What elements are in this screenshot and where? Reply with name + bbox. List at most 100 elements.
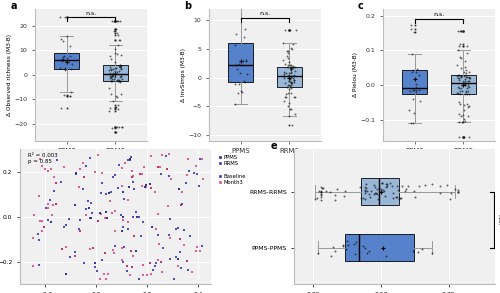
Point bbox=[407, 26, 415, 31]
Point bbox=[116, 65, 124, 70]
Point bbox=[120, 214, 128, 219]
Point bbox=[456, 56, 464, 61]
Point bbox=[79, 187, 87, 191]
Point bbox=[82, 164, 90, 169]
Point bbox=[281, 61, 289, 66]
Point bbox=[112, 66, 120, 71]
Point bbox=[151, 190, 159, 194]
Point bbox=[108, 19, 116, 23]
Point bbox=[462, 90, 470, 95]
Point bbox=[76, 218, 84, 223]
Point bbox=[154, 211, 162, 216]
Point bbox=[60, 67, 68, 72]
Point bbox=[289, 75, 297, 80]
Point bbox=[149, 268, 157, 272]
Point bbox=[494, 182, 500, 187]
Point bbox=[242, 59, 250, 64]
Point bbox=[362, 186, 370, 191]
Point bbox=[342, 239, 350, 243]
Point bbox=[286, 141, 294, 146]
Point bbox=[456, 92, 464, 97]
Point bbox=[120, 244, 128, 249]
Point bbox=[147, 272, 155, 276]
Point bbox=[285, 28, 293, 33]
Point bbox=[34, 263, 42, 268]
Point bbox=[80, 160, 88, 165]
Point bbox=[458, 79, 466, 84]
Point bbox=[421, 183, 429, 188]
Point bbox=[192, 249, 200, 253]
Point bbox=[112, 31, 120, 36]
Point bbox=[428, 182, 436, 187]
Point bbox=[127, 249, 135, 253]
Point bbox=[38, 219, 46, 224]
Point bbox=[382, 254, 390, 259]
Point bbox=[108, 68, 116, 72]
Point bbox=[285, 71, 293, 75]
Point bbox=[454, 47, 462, 52]
Point bbox=[416, 184, 424, 188]
Point bbox=[75, 185, 83, 190]
Point bbox=[412, 85, 420, 90]
Point bbox=[287, 75, 295, 79]
Point bbox=[105, 109, 113, 114]
Point bbox=[356, 195, 364, 200]
Point bbox=[288, 123, 296, 128]
Point bbox=[319, 186, 327, 191]
Point bbox=[362, 182, 370, 186]
Point bbox=[382, 184, 390, 189]
Point bbox=[116, 63, 124, 68]
Y-axis label: Δ Observed richness (M3-B): Δ Observed richness (M3-B) bbox=[7, 34, 12, 116]
Point bbox=[288, 66, 296, 71]
Point bbox=[124, 157, 132, 162]
Point bbox=[436, 190, 444, 195]
Point bbox=[453, 91, 461, 96]
Point bbox=[66, 93, 74, 98]
Point bbox=[163, 166, 171, 171]
Point bbox=[232, 31, 239, 36]
Point bbox=[164, 152, 172, 157]
Point bbox=[396, 195, 404, 200]
Point bbox=[109, 74, 117, 79]
Point bbox=[464, 104, 472, 109]
Point bbox=[196, 248, 204, 253]
Point bbox=[139, 262, 147, 267]
Point bbox=[409, 121, 417, 125]
Point bbox=[242, 58, 250, 63]
Point bbox=[200, 177, 207, 181]
Point bbox=[286, 77, 294, 81]
Point bbox=[66, 254, 74, 259]
Point bbox=[398, 183, 406, 188]
Point bbox=[361, 185, 369, 190]
Point bbox=[280, 141, 288, 146]
Point bbox=[418, 246, 426, 251]
Point bbox=[389, 190, 397, 195]
Point bbox=[158, 172, 166, 177]
Point bbox=[408, 52, 416, 57]
Point bbox=[451, 187, 459, 191]
Point bbox=[65, 217, 73, 221]
Point bbox=[289, 141, 297, 146]
Point bbox=[465, 103, 473, 108]
Point bbox=[108, 175, 116, 180]
Point bbox=[111, 50, 119, 55]
Point bbox=[284, 74, 292, 78]
Point bbox=[380, 188, 388, 193]
Point bbox=[86, 201, 94, 205]
Point bbox=[120, 217, 128, 222]
Point bbox=[58, 57, 66, 62]
Point bbox=[453, 73, 461, 78]
Point bbox=[89, 245, 97, 250]
Point bbox=[110, 76, 118, 81]
Point bbox=[364, 192, 372, 196]
Point bbox=[160, 246, 168, 251]
Point bbox=[136, 172, 144, 177]
Point bbox=[404, 184, 411, 188]
Point bbox=[106, 54, 114, 58]
Point bbox=[292, 28, 300, 33]
Point bbox=[114, 79, 122, 84]
Point bbox=[56, 15, 64, 19]
Point bbox=[142, 183, 150, 188]
Point bbox=[126, 273, 134, 277]
Point bbox=[96, 212, 104, 217]
